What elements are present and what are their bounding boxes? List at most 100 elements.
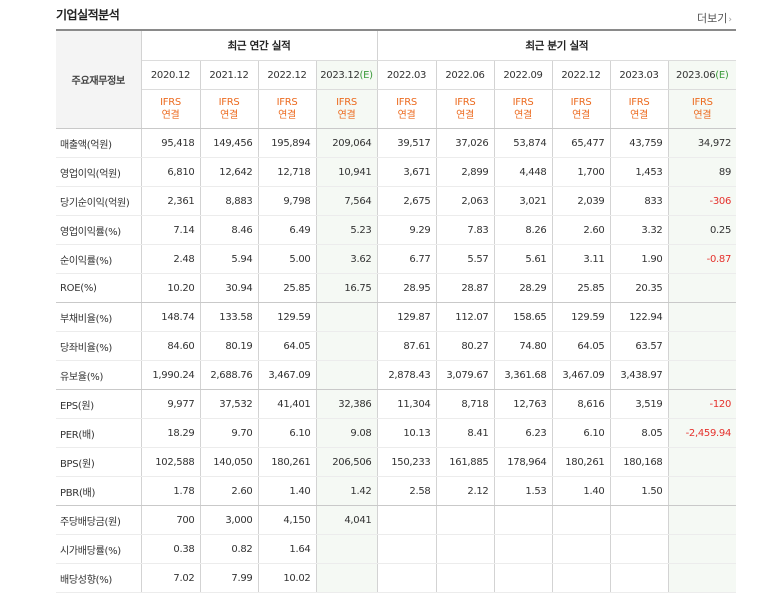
table-cell: 209,064 [316,128,378,158]
table-body: 매출액(억원) 95,418 149,456 195,894 209,064 39,517… [56,128,737,593]
row-label: 시가배당률(%) [56,534,142,564]
standard-bottom: 연결 [278,110,296,121]
table-cell: 25.85 [258,273,317,303]
standard-top: IFRS [628,97,650,108]
table-cell: 39,517 [377,128,437,158]
table-cell: 16.75 [316,273,378,303]
table-row: ROE(%) 10.20 30.94 25.85 16.75 28.95 28.87 28.2… [56,273,737,303]
table-cell: 10.13 [377,418,437,448]
annual-group-header: 최근 연간 실적 [141,29,378,61]
row-label: 영업이익률(%) [56,215,142,245]
table-cell: 12,763 [494,389,553,419]
table-cell: 5.94 [200,244,259,274]
table-cell [494,505,553,535]
accounting-standard: IFRS 연결 [668,89,737,129]
table-cell [610,563,669,593]
table-row: 부채비율(%) 148.74 133.58 129.59 129.87 112.07 158… [56,302,737,332]
table-row: 당좌비율(%) 84.60 80.19 64.05 87.61 80.27 74.80 64.… [56,331,737,361]
table-cell: 3,467.09 [258,360,317,390]
table-cell [668,505,737,535]
table-cell: 74.80 [494,331,553,361]
table-cell: 7.83 [436,215,495,245]
estimate-mark: (E) [715,69,729,81]
table-cell: 149,456 [200,128,259,158]
row-label: 주당배당금(원) [56,505,142,535]
row-label: 유보율(%) [56,360,142,390]
table-cell: 8,883 [200,186,259,216]
standard-bottom: 연결 [220,110,238,121]
period-label: 2021.12 [209,69,249,81]
table-cell [377,563,437,593]
table-cell: 30.94 [200,273,259,303]
accounting-standard: IFRS 연결 [200,89,259,129]
table-cell: 9.70 [200,418,259,448]
table-cell: 28.87 [436,273,495,303]
table-cell [494,563,553,593]
table-cell: 6.23 [494,418,553,448]
table-cell: 150,233 [377,447,437,477]
table-cell [552,534,611,564]
period-header: 2023.12(E) [316,60,378,90]
table-cell: 9.29 [377,215,437,245]
table-cell: 1.53 [494,476,553,506]
accounting-standard: IFRS 연결 [316,89,378,129]
period-header: 2021.12 [200,60,259,90]
table-cell: 148.74 [141,302,201,332]
table-cell: 0.82 [200,534,259,564]
table-cell: 6.77 [377,244,437,274]
table-cell: 3.11 [552,244,611,274]
table-row: EPS(원) 9,977 37,532 41,401 32,386 11,304 8,718… [56,389,737,419]
table-cell [436,534,495,564]
row-label: PER(배) [56,418,142,448]
more-link[interactable]: 더보기› [697,10,732,26]
period-header: 2022.06 [436,60,495,90]
table-cell: 3,000 [200,505,259,535]
row-label: EPS(원) [56,389,142,419]
accounting-standard: IFRS 연결 [258,89,317,129]
table-row: 주당배당금(원) 700 3,000 4,150 4,041 [56,505,737,535]
standard-bottom: 연결 [397,110,416,121]
table-cell: 37,026 [436,128,495,158]
table-cell: 833 [610,186,669,216]
table-cell: -0.87 [668,244,737,274]
table-cell: 3,671 [377,157,437,187]
table-cell: 1,453 [610,157,669,187]
table-cell: 7.99 [200,563,259,593]
table-cell: 63.57 [610,331,669,361]
table-cell: 12,718 [258,157,317,187]
row-label: 부채비율(%) [56,302,142,332]
table-cell: 7.14 [141,215,201,245]
table-cell: -120 [668,389,737,419]
table-cell [668,447,737,477]
standard-top: IFRS [396,97,417,108]
table-cell: 1.64 [258,534,317,564]
standard-bottom: 연결 [337,110,356,121]
table-cell [610,505,669,535]
table-cell: 8.46 [200,215,259,245]
table-cell: 3.62 [316,244,378,274]
period-label: 2022.03 [386,69,427,81]
table-cell: 122.94 [610,302,669,332]
row-label: 영업이익(억원) [56,157,142,187]
table-cell: 89 [668,157,737,187]
table-cell: 2,063 [436,186,495,216]
period-label: 2020.12 [150,69,191,81]
table-cell: 8,718 [436,389,495,419]
period-header: 2023.03 [610,60,669,90]
table-cell: 25.85 [552,273,611,303]
table-cell: 8,616 [552,389,611,419]
table-cell: 7.02 [141,563,201,593]
table-cell: 2.48 [141,244,201,274]
table-cell: 4,150 [258,505,317,535]
table-cell: 41,401 [258,389,317,419]
header-corner: 주요재무정보 [56,29,142,129]
standard-bottom: 연결 [456,110,474,121]
table-cell: -306 [668,186,737,216]
table-cell [436,563,495,593]
table-cell: 1.40 [258,476,317,506]
table-cell: 1.90 [610,244,669,274]
table-cell [668,534,737,564]
table-cell: 133.58 [200,302,259,332]
table-cell: 1.42 [316,476,378,506]
period-label: 2023.06 [676,69,716,81]
